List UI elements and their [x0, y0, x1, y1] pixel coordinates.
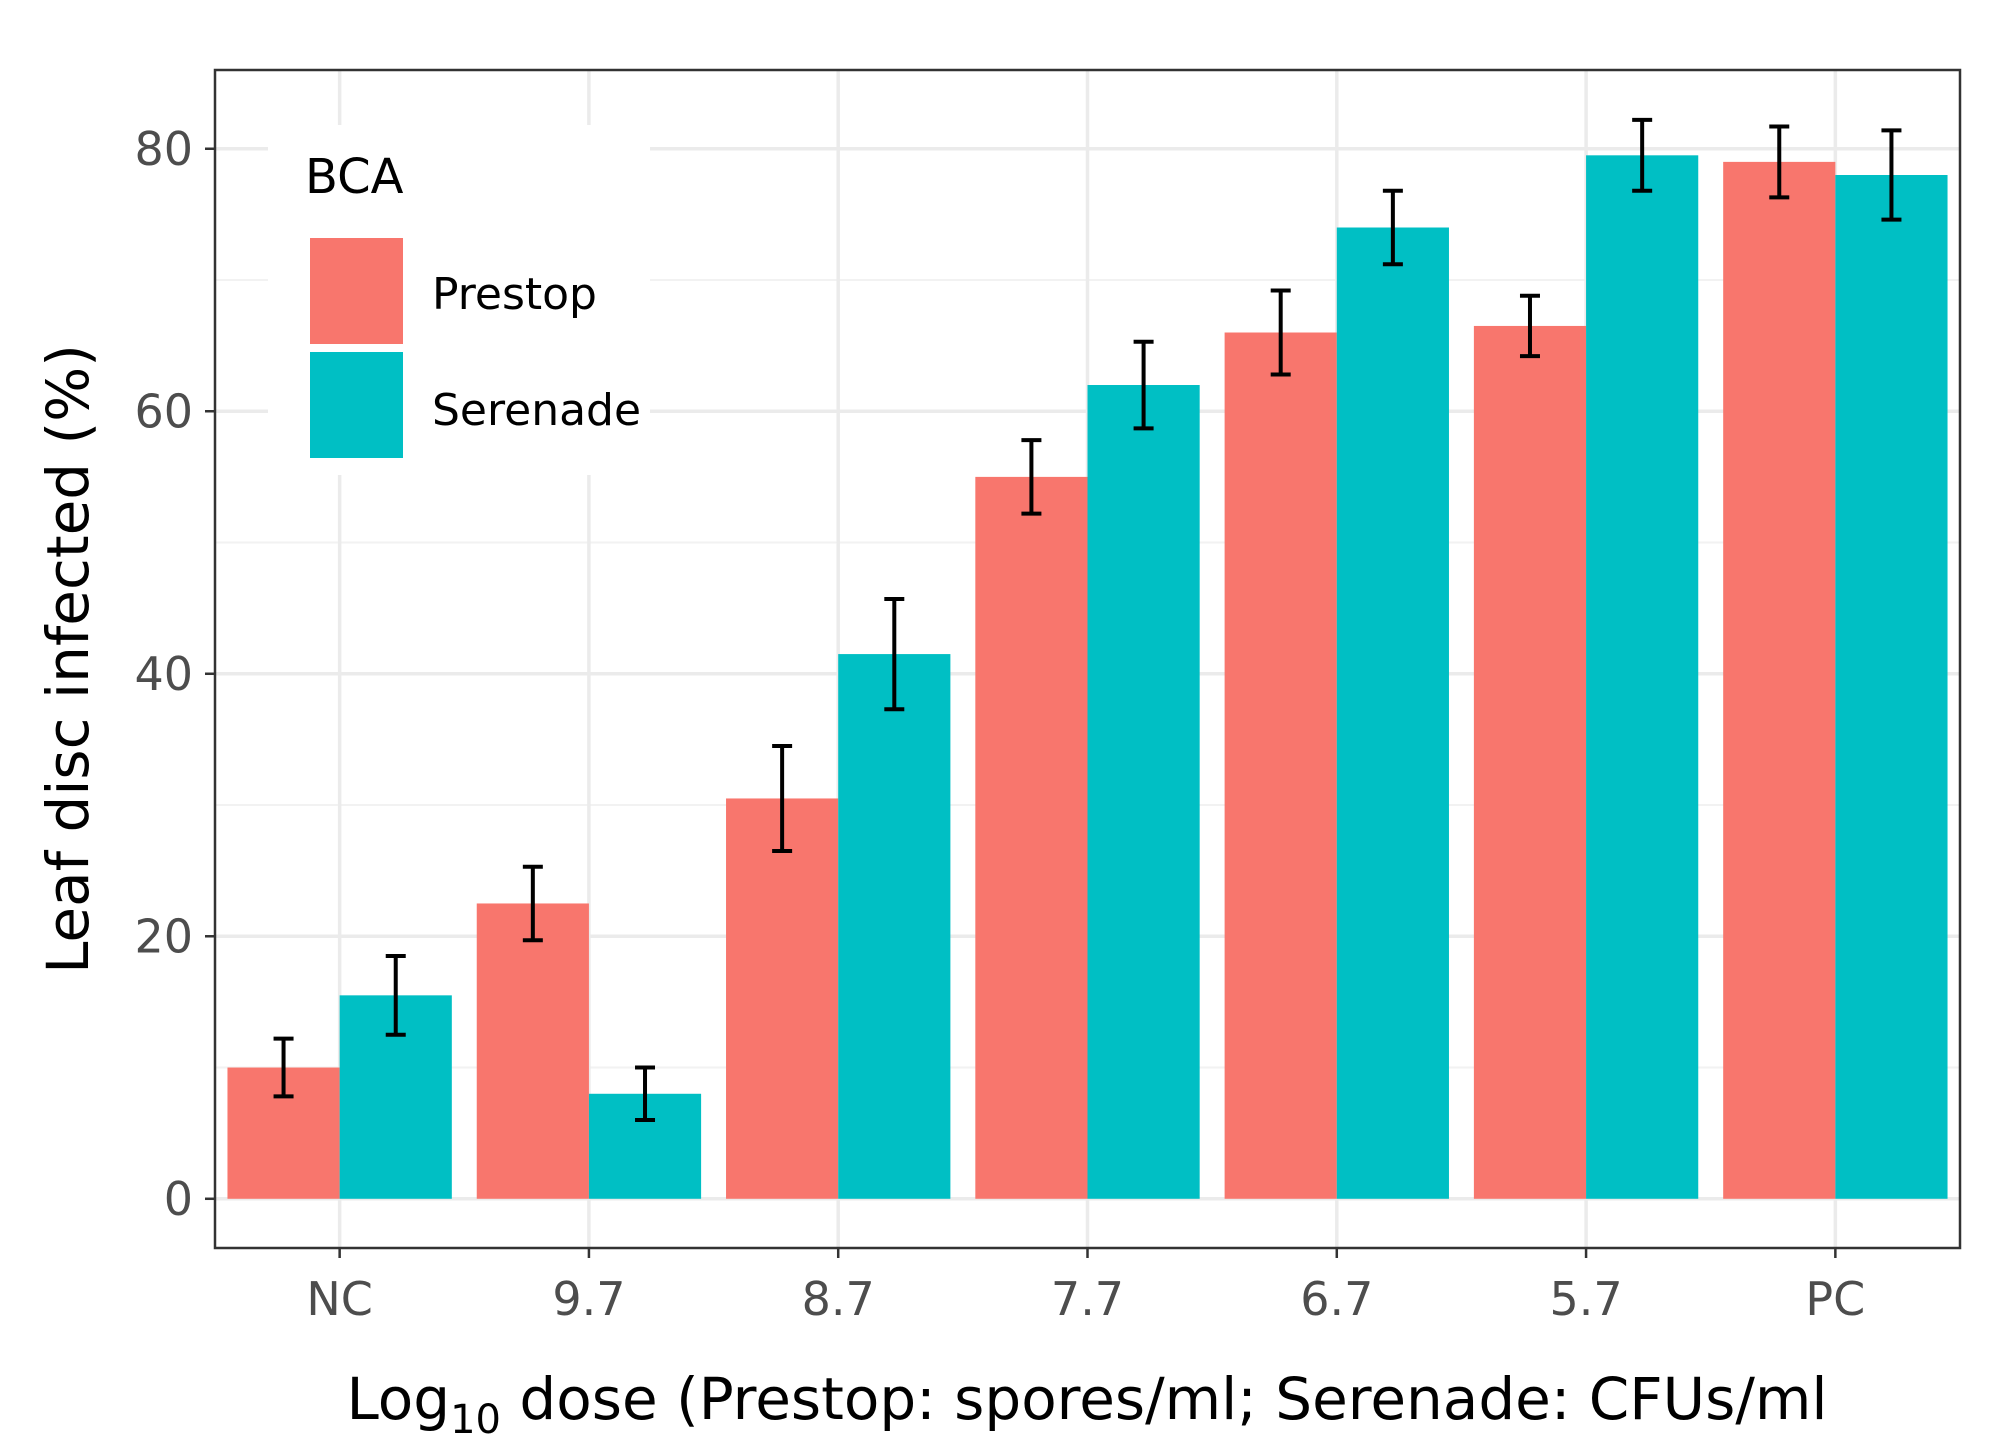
- legend-title: BCA: [305, 149, 404, 205]
- error-bar-serenade-9.7: [635, 1065, 656, 1123]
- bar-prestop-PC: [1723, 161, 1836, 1199]
- y-tick-label: 0: [164, 1172, 193, 1226]
- error-bar-prestop-PC: [1769, 124, 1790, 200]
- x-axis: NC 9.7 8.7 7.7 6.7 5.7 PC: [306, 1248, 1865, 1326]
- x-tick-label: 5.7: [1549, 1272, 1622, 1326]
- legend: BCA Prestop Serenade: [268, 125, 650, 475]
- x-tick-label: 6.7: [1300, 1272, 1373, 1326]
- error-bar-serenade-8.7: [884, 596, 905, 712]
- error-bar-prestop-5.7: [1519, 293, 1540, 359]
- bar-prestop-5.7: [1473, 325, 1587, 1199]
- error-bars: [273, 117, 1902, 1123]
- x-tick-label: 9.7: [552, 1272, 625, 1326]
- error-bar-serenade-6.7: [1382, 188, 1403, 267]
- bar-serenade-8.7: [838, 654, 951, 1199]
- bar-prestop-7.7: [975, 476, 1088, 1199]
- bars: [227, 155, 1948, 1199]
- y-tick-label: 80: [134, 122, 193, 176]
- error-bar-prestop-8.7: [772, 743, 793, 853]
- legend-key-prestop: [310, 238, 403, 344]
- legend-label-prestop: Prestop: [432, 269, 597, 320]
- error-bar-prestop-9.7: [522, 864, 543, 943]
- bar-serenade-5.7: [1586, 155, 1699, 1199]
- bar-prestop-6.7: [1224, 332, 1337, 1199]
- bar-prestop-9.7: [476, 903, 589, 1199]
- x-tick-label: 8.7: [802, 1272, 875, 1326]
- legend-label-serenade: Serenade: [432, 385, 641, 436]
- error-bar-prestop-7.7: [1021, 438, 1042, 516]
- y-tick-label: 40: [134, 647, 193, 701]
- bar-serenade-7.7: [1087, 385, 1200, 1199]
- error-bar-serenade-PC: [1881, 128, 1902, 222]
- error-bar-serenade-NC: [385, 953, 406, 1037]
- y-axis: 0 20 40 60 80: [134, 122, 215, 1226]
- y-axis-title: Leaf disc infected (%): [34, 344, 102, 974]
- error-bar-serenade-5.7: [1632, 117, 1653, 193]
- x-tick-label: 7.7: [1051, 1272, 1124, 1326]
- error-bar-prestop-6.7: [1270, 288, 1291, 377]
- x-tick-label: NC: [306, 1272, 373, 1326]
- y-tick-label: 20: [134, 909, 193, 963]
- x-tick-label: PC: [1805, 1272, 1865, 1326]
- error-bar-prestop-NC: [273, 1036, 294, 1099]
- bar-serenade-6.7: [1336, 227, 1449, 1199]
- y-tick-label: 60: [134, 384, 193, 438]
- error-bar-serenade-7.7: [1133, 339, 1154, 431]
- x-axis-title: Log10 dose (Prestop: spores/ml; Serenade…: [346, 1365, 1827, 1443]
- bar-prestop-8.7: [726, 798, 839, 1199]
- legend-key-serenade: [310, 352, 403, 458]
- bar-serenade-PC: [1835, 175, 1948, 1199]
